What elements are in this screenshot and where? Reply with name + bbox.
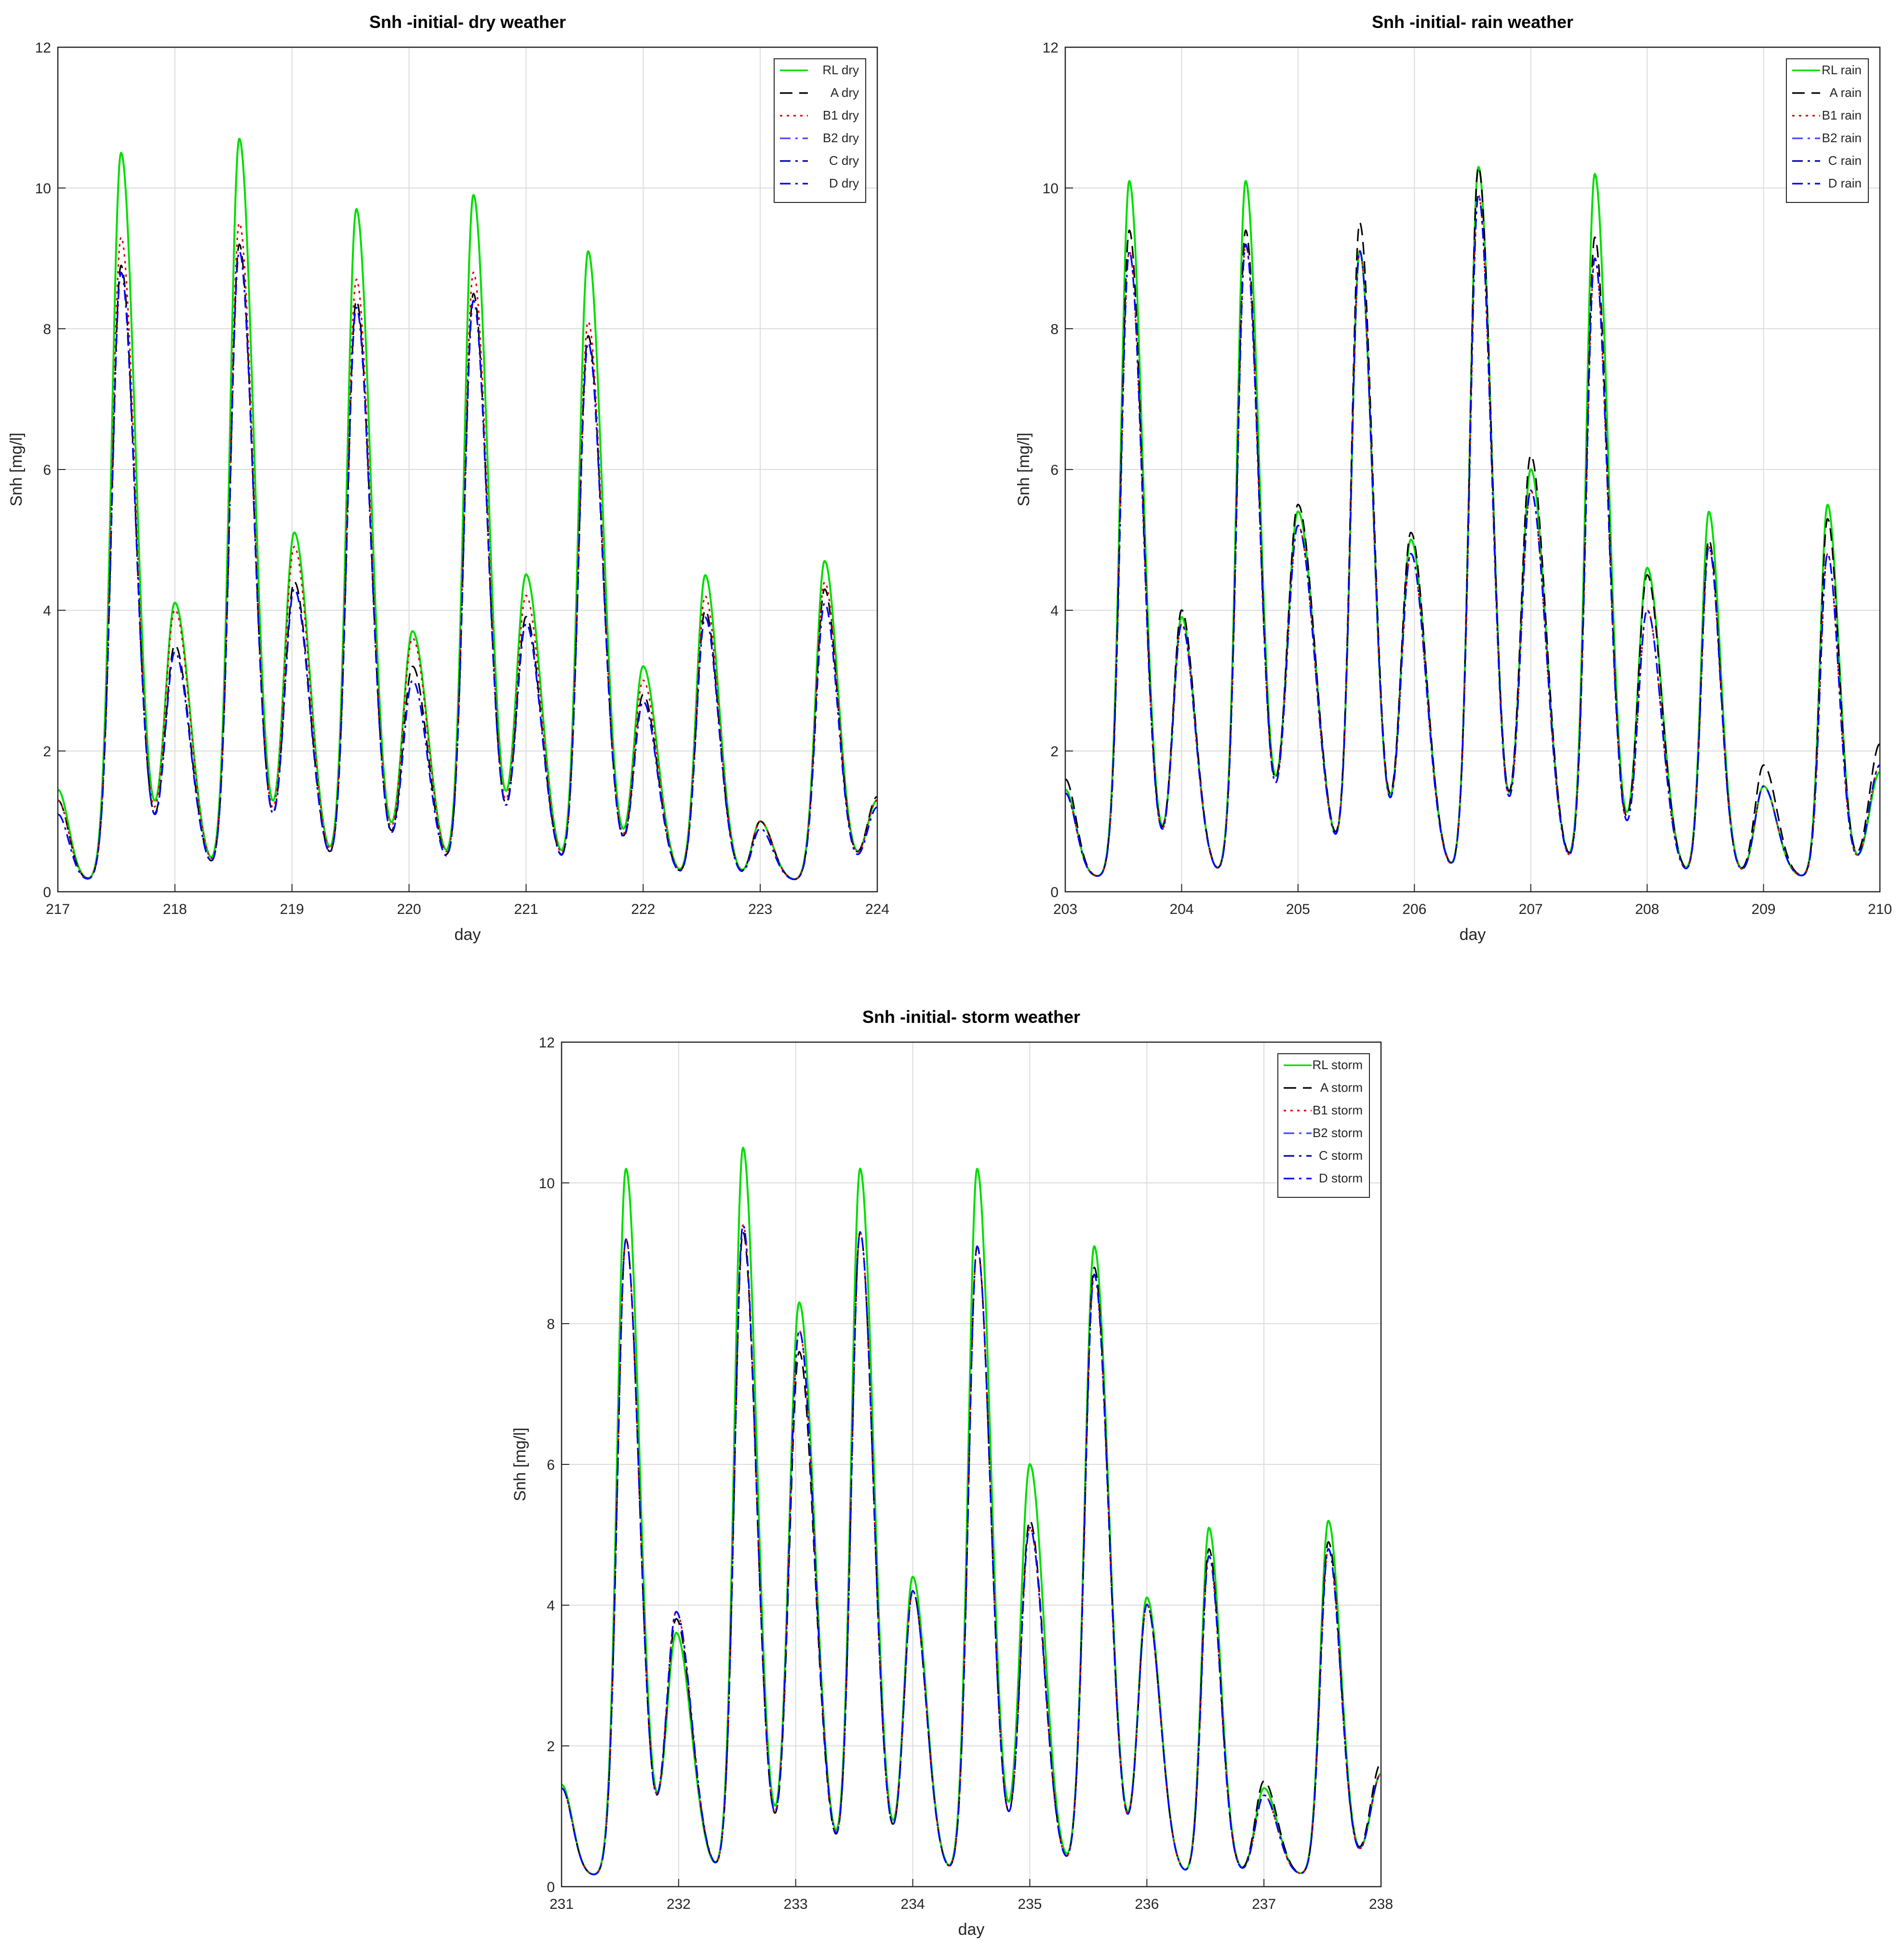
y-axis-label: Snh [mg/l] <box>1015 432 1033 506</box>
x-tick-label: 237 <box>1252 1896 1276 1912</box>
x-tick-label: 207 <box>1519 901 1543 917</box>
x-axis-label: day <box>1460 925 1486 944</box>
x-tick-label: 208 <box>1635 901 1659 917</box>
legend-label-d: D storm <box>1319 1171 1363 1185</box>
x-tick-label: 206 <box>1402 901 1426 917</box>
legend-label-a: A dry <box>831 85 859 100</box>
series-line-d <box>57 250 878 880</box>
y-tick-label: 10 <box>1043 181 1059 197</box>
y-tick-label: 12 <box>35 40 51 56</box>
tick-labels: 217 218 219 220 221 222 223 224 0 2 4 6 8 10 12 <box>35 40 889 917</box>
x-tick-label: 234 <box>901 1896 925 1912</box>
y-tick-label: 2 <box>1050 744 1059 760</box>
legend-label-b2: B2 rain <box>1822 131 1862 145</box>
x-tick-label: 220 <box>397 901 421 917</box>
x-tick-label: 238 <box>1369 1896 1393 1912</box>
subplot-2: 203 204 205 206 207 208 209 210 0 2 4 6 8 10 12 Snh -in… <box>1015 12 1892 944</box>
x-tick-label: 221 <box>514 901 538 917</box>
x-tick-label: 223 <box>748 901 772 917</box>
series-line-a <box>561 1231 1381 1876</box>
legend-label-rl: RL dry <box>822 63 859 77</box>
tick-labels: 203 204 205 206 207 208 209 210 0 2 4 6 8 10 12 <box>1043 40 1892 917</box>
legend-label-a: A rain <box>1830 85 1862 100</box>
series-lines <box>1065 166 1880 877</box>
legend-label-b1: B1 rain <box>1822 108 1862 122</box>
x-tick-label: 231 <box>550 1896 574 1912</box>
x-tick-label: 222 <box>631 901 655 917</box>
legend-box <box>1277 1053 1370 1198</box>
legend-label-rl: RL storm <box>1313 1058 1363 1072</box>
legend-label-a: A storm <box>1320 1080 1363 1095</box>
series-line-d <box>561 1224 1381 1876</box>
legend-box <box>1786 58 1869 203</box>
x-tick-label: 235 <box>1018 1896 1042 1912</box>
x-tick-label: 204 <box>1169 901 1193 917</box>
x-tick-label: 210 <box>1868 901 1892 917</box>
chart-title: Snh -initial- dry weather <box>369 12 566 32</box>
x-tick-label: 217 <box>46 901 70 917</box>
y-tick-label: 0 <box>43 885 51 900</box>
y-tick-label: 4 <box>43 603 51 619</box>
y-tick-label: 8 <box>43 322 51 337</box>
tick-labels: 231 232 233 234 235 236 237 238 0 2 4 6 8 10 12 <box>539 1035 1393 1912</box>
legend-label-b1: B1 storm <box>1313 1103 1363 1117</box>
x-tick-label: 205 <box>1286 901 1310 917</box>
y-tick-label: 0 <box>1050 885 1059 900</box>
x-tick-label: 219 <box>280 901 304 917</box>
x-tick-label: 203 <box>1053 901 1077 917</box>
legend: RL dry A dry B1 dry B2 dry C dry D dry <box>774 58 866 203</box>
y-tick-label: 10 <box>539 1176 555 1192</box>
x-tick-label: 233 <box>784 1896 808 1912</box>
x-tick-label: 218 <box>163 901 187 917</box>
series-lines <box>561 1147 1381 1876</box>
y-tick-label: 12 <box>1043 40 1059 56</box>
y-tick-label: 4 <box>547 1598 555 1614</box>
legend-label-c: C storm <box>1319 1148 1363 1163</box>
legend: RL rain A rain B1 rain B2 rain C rain D rain <box>1786 58 1869 203</box>
legend-box <box>774 58 866 203</box>
legend-label-b2: B2 dry <box>823 131 859 145</box>
legend: RL storm A storm B1 storm B2 storm C storm D … <box>1277 1053 1370 1198</box>
series-lines <box>57 137 878 880</box>
x-tick-label: 232 <box>667 1896 691 1912</box>
y-tick-label: 10 <box>35 181 51 197</box>
y-axis-label: Snh [mg/l] <box>7 432 26 506</box>
y-tick-label: 0 <box>547 1879 555 1895</box>
y-tick-label: 8 <box>547 1316 555 1332</box>
chart-title: Snh -initial- rain weather <box>1372 12 1573 32</box>
series-line-d <box>1065 194 1880 877</box>
x-tick-label: 209 <box>1752 901 1776 917</box>
x-tick-label: 224 <box>865 901 889 917</box>
legend-label-rl: RL rain <box>1822 63 1862 77</box>
legend-label-d: D dry <box>829 176 859 190</box>
y-tick-label: 2 <box>547 1739 555 1755</box>
y-tick-label: 6 <box>43 462 51 478</box>
y-axis-label: Snh [mg/l] <box>511 1427 529 1501</box>
subplot-1: 217 218 219 220 221 222 223 224 0 2 4 6 8 10 12 Snh -in… <box>7 12 889 944</box>
y-tick-label: 8 <box>1050 322 1059 337</box>
y-tick-label: 6 <box>1050 462 1059 478</box>
chart-title: Snh -initial- storm weather <box>862 1007 1080 1027</box>
legend-label-b1: B1 dry <box>823 108 859 122</box>
x-tick-label: 236 <box>1135 1896 1159 1912</box>
x-axis-label: day <box>958 1920 985 1939</box>
y-tick-label: 2 <box>43 744 51 760</box>
y-tick-label: 6 <box>547 1457 555 1473</box>
legend-label-c: C rain <box>1828 153 1862 168</box>
y-tick-label: 12 <box>539 1035 555 1051</box>
x-axis-label: day <box>455 925 481 944</box>
y-tick-label: 4 <box>1050 603 1059 619</box>
subplot-3: 231 232 233 234 235 236 237 238 0 2 4 6 8 10 12 Snh -in… <box>511 1007 1393 1939</box>
legend-label-b2: B2 storm <box>1313 1126 1363 1140</box>
legend-label-d: D rain <box>1828 176 1862 190</box>
legend-label-c: C dry <box>829 153 859 168</box>
